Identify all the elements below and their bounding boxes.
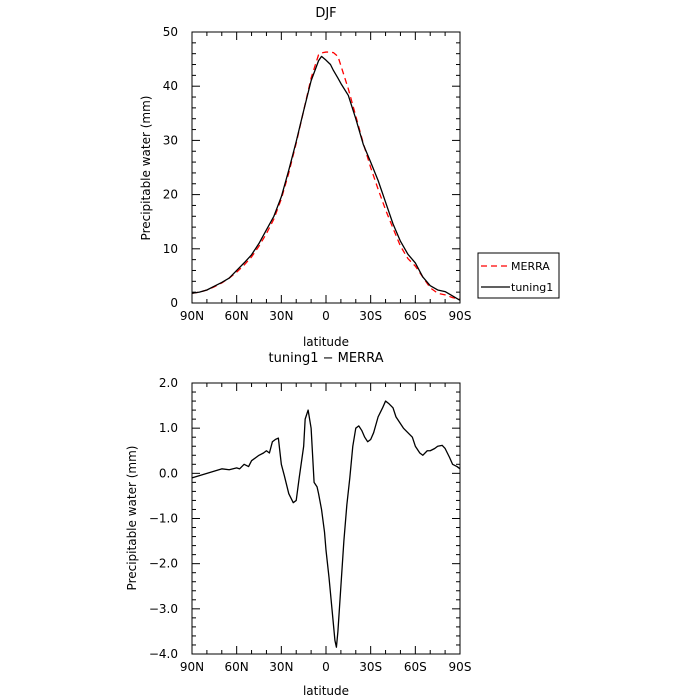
legend: MERRA tuning1 [477,252,560,299]
y-tick-label: 10 [163,242,178,256]
plot-frame [191,382,461,655]
panel-title: tuning1 − MERRA [269,351,384,366]
precipitable-water-panel: DJF 90N 60N 30N 0 30S 60S 90S 0 10 20 30 40 50 latit… [139,6,560,349]
legend-label-merra: MERRA [511,260,550,273]
y-tick-label: −4.0 [149,647,178,661]
x-axis-label: latitude [303,684,349,698]
y-tick-label: −3.0 [149,602,178,616]
x-tick-label: 60N [225,660,249,674]
plot-frame [191,31,461,304]
x-tick-label: 90S [449,309,472,323]
x-tick-label: 90N [180,309,204,323]
x-tick-label: 30N [269,309,293,323]
y-tick-label: −1.0 [149,512,178,526]
legend-label-tuning1: tuning1 [511,281,553,294]
x-tick-label: 0 [322,660,330,674]
y-tick-label: 0 [170,296,178,310]
legend-box [477,252,560,299]
y-tick-label: 40 [163,79,178,93]
y-tick-label: 30 [163,133,178,147]
x-axis-label: latitude [303,335,349,349]
x-tick-label: 30S [359,660,382,674]
y-tick-label: 0.0 [159,466,178,480]
x-tick-label: 0 [322,309,330,323]
x-tick-label: 30S [359,309,382,323]
y-axis-label: Precipitable water (mm) [125,446,139,591]
y-axis-label: Precipitable water (mm) [139,96,153,241]
y-tick-label: 2.0 [159,376,178,390]
difference-panel: tuning1 − MERRA 90N 60N 30N 0 30S 60S 90S 2.0 1.… [125,351,471,698]
x-tick-label: 60N [225,309,249,323]
y-tick-label: −2.0 [149,557,178,571]
x-tick-label: 90S [449,660,472,674]
x-tick-label: 60S [404,660,427,674]
y-tick-label: 20 [163,188,178,202]
series-line-difference [191,400,461,648]
series-line-merra [191,51,461,300]
y-tick-label: 1.0 [159,421,178,435]
panel-title: DJF [315,6,336,21]
x-tick-label: 60S [404,309,427,323]
series-line-tuning1 [191,55,461,301]
x-tick-label: 30N [269,660,293,674]
y-tick-label: 50 [163,25,178,39]
x-tick-label: 90N [180,660,204,674]
